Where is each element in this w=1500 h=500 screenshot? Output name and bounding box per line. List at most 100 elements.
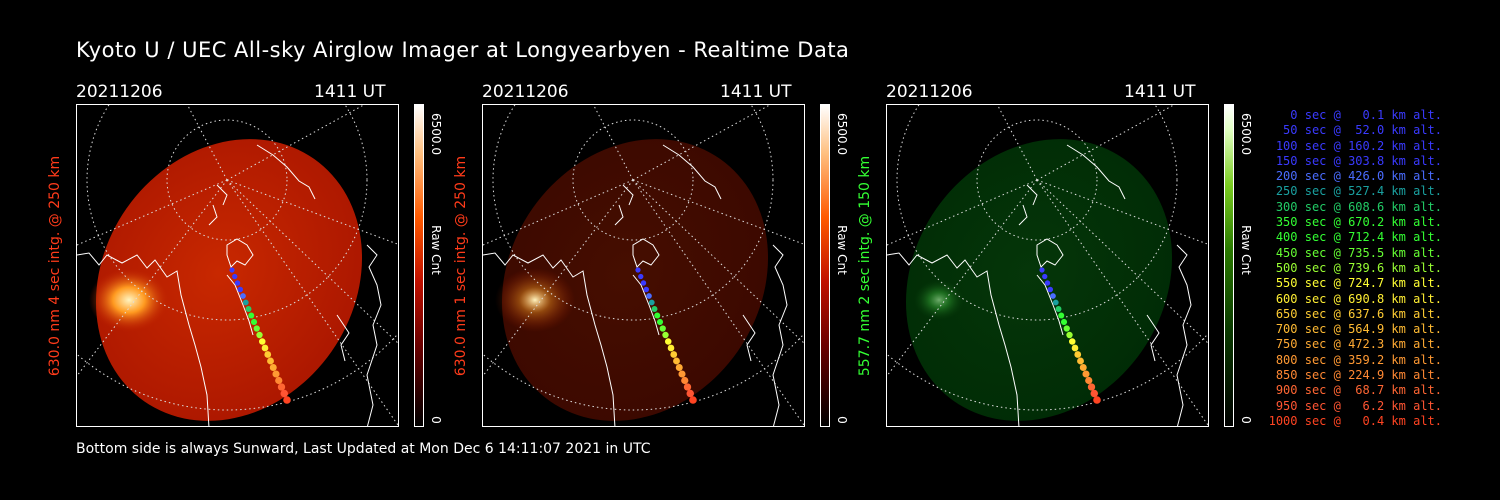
coastline [336, 314, 350, 362]
coastline [772, 244, 788, 426]
trajectory-point [1044, 280, 1051, 286]
trajectory-point [229, 267, 235, 273]
trajectory-point [275, 376, 283, 385]
trajectory-point [656, 318, 664, 326]
legend-entry: 500 sec @ 739.6 km alt. [1268, 260, 1442, 275]
airglow-panel-3: 20211206 1411 UT 557.7 nm 2 sec intg. @ … [857, 80, 1286, 430]
colorbar [1224, 104, 1234, 427]
legend-entry: 50 sec @ 52.0 km alt. [1268, 123, 1442, 138]
trajectory-point [686, 389, 694, 398]
coastline [1036, 238, 1064, 268]
trajectory-point [1039, 267, 1045, 273]
footer-note: Bottom side is always Sunward, Last Upda… [76, 441, 651, 457]
trajectory-point [664, 338, 672, 345]
legend-entry: 300 sec @ 608.6 km alt. [1268, 199, 1442, 214]
trajectory-track [635, 267, 697, 404]
latitude-circle [166, 119, 288, 241]
coastline [208, 204, 218, 226]
trajectory-point [646, 293, 652, 299]
colorbar-min: 0 [429, 416, 443, 424]
trajectory-legend: 0 sec @ 0.1 km alt. 50 sec @ 52.0 km alt… [1262, 108, 1442, 429]
trajectory-point [635, 267, 641, 273]
trajectory-point [1093, 396, 1101, 404]
coastline [226, 274, 254, 336]
trajectory-point [673, 357, 680, 365]
colorbar-max: 6500.0 [429, 113, 443, 155]
trajectory-point [651, 306, 658, 312]
panel-filter-label: 557.7 nm 2 sec intg. @ 150 km [857, 155, 873, 376]
legend-entry: 450 sec @ 735.5 km alt. [1268, 245, 1442, 260]
trajectory-point [283, 396, 291, 404]
coastline [483, 252, 616, 426]
trajectory-point [1052, 299, 1059, 306]
trajectory-point [1077, 357, 1084, 365]
trajectory-point [1068, 338, 1076, 345]
latitude-circle [976, 119, 1098, 241]
trajectory-point [234, 280, 241, 286]
meridian-line [483, 179, 634, 246]
trajectory-point [681, 376, 689, 385]
aurora-bright-spot [495, 268, 575, 332]
coastline [366, 244, 382, 426]
trajectory-point [253, 325, 260, 332]
coastline [1036, 274, 1064, 336]
panel-time: 1411 UT [1124, 82, 1196, 102]
latitude-circle [77, 332, 398, 411]
trajectory-point [675, 364, 683, 371]
legend-entry: 350 sec @ 670.2 km alt. [1268, 215, 1442, 230]
trajectory-track [1039, 267, 1101, 404]
trajectory-point [1050, 293, 1056, 299]
colorbar-unit: Raw Cnt [429, 225, 443, 275]
legend-entry: 600 sec @ 690.8 km alt. [1268, 291, 1442, 306]
coastline [1018, 204, 1028, 226]
meridian-line [77, 179, 228, 246]
trajectory-point [1055, 306, 1062, 312]
trajectory-track [229, 267, 291, 404]
colorbar-min: 0 [1239, 416, 1253, 424]
trajectory-point [1085, 376, 1093, 385]
trajectory-point [670, 351, 678, 358]
trajectory-point [667, 344, 675, 352]
colorbar [820, 104, 830, 427]
trajectory-point [240, 293, 246, 299]
meridian-line [887, 179, 1038, 246]
legend-entry: 650 sec @ 637.6 km alt. [1268, 306, 1442, 321]
meridian-line [632, 179, 804, 426]
meridian-line [632, 105, 771, 181]
trajectory-point [258, 338, 266, 345]
trajectory-point [1047, 286, 1054, 293]
trajectory-point [1066, 331, 1073, 339]
trajectory-point [1071, 344, 1079, 352]
trajectory-point [648, 299, 655, 306]
coastline [77, 252, 210, 426]
legend-entry: 400 sec @ 712.4 km alt. [1268, 230, 1442, 245]
trajectory-point [264, 351, 272, 358]
panel-date: 20211206 [482, 82, 569, 102]
colorbar-max: 6500.0 [835, 113, 849, 155]
panel-time: 1411 UT [314, 82, 386, 102]
trajectory-point [643, 286, 650, 293]
trajectory-point [269, 364, 277, 371]
trajectory-point [1042, 273, 1048, 280]
trajectory-point [678, 370, 686, 378]
panel-date: 20211206 [886, 82, 973, 102]
colorbar-max: 6500.0 [1239, 113, 1253, 155]
trajectory-point [689, 396, 697, 404]
meridian-line [1036, 105, 1175, 181]
panel-date: 20211206 [76, 82, 163, 102]
trajectory-point [1063, 325, 1070, 332]
trajectory-point [272, 370, 280, 378]
trajectory-point [1087, 383, 1096, 391]
meridian-line [632, 179, 804, 245]
trajectory-point [1060, 318, 1068, 326]
trajectory-point [237, 286, 244, 293]
trajectory-point [659, 325, 666, 332]
meridian-line [1036, 179, 1208, 426]
coastline [742, 314, 756, 362]
legend-entry: 950 sec @ 6.2 km alt. [1268, 398, 1442, 413]
coastline [887, 252, 1020, 426]
coastline [1176, 244, 1192, 426]
coastline [216, 184, 228, 206]
sky-image-disc [905, 139, 1173, 421]
trajectory-point [261, 344, 269, 352]
